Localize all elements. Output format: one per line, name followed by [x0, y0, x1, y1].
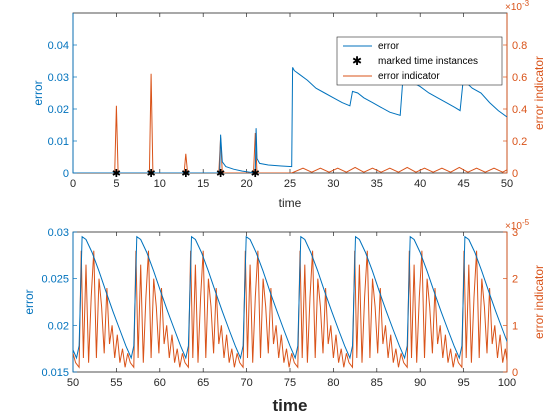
chart0-x-tick-label: 15: [197, 178, 209, 190]
chart1-x-tick-label: 65: [197, 377, 209, 389]
chart0-x-tick-label: 5: [113, 178, 119, 190]
chart0-right-tick-label: 0.2: [512, 136, 527, 148]
chart0-left-tick-label: 0: [63, 168, 69, 180]
chart0-right-tick-label: 0.4: [512, 104, 527, 116]
chart1-x-tick-label: 95: [457, 377, 469, 389]
chart1-error-indicator-series: [73, 250, 507, 369]
chart1-error-series: [73, 235, 507, 360]
top-x-label: time: [279, 196, 302, 210]
chart1-right-tick-label: 2: [512, 274, 518, 286]
chart0-left-tick-label: 0.01: [48, 136, 69, 148]
chart0-x-tick-label: 10: [154, 178, 166, 190]
legend-indicator-label: error indicator: [378, 71, 440, 82]
chart0-x-tick-label: 35: [371, 178, 383, 190]
legend-box: [336, 36, 503, 86]
chart0-marked-time-instance: ✱: [147, 168, 156, 180]
chart1-x-tick-label: 90: [414, 377, 426, 389]
chart1-left-tick-label: 0.02: [48, 320, 69, 332]
chart0-x-tick-label: 30: [327, 178, 339, 190]
chart1-x-tick-label: 85: [371, 377, 383, 389]
chart0-marked-time-instance: ✱: [251, 168, 260, 180]
chart1-x-tick-label: 60: [154, 377, 166, 389]
chart1-right-tick-label: 1: [512, 320, 518, 332]
chart0-marked-time-instance: ✱: [112, 168, 121, 180]
legend-marker-label: marked time instances: [378, 56, 478, 67]
top-exponent-label: ×10-3: [505, 0, 530, 13]
chart1-left-tick-label: 0.03: [48, 227, 69, 239]
chart1-x-tick-label: 70: [240, 377, 252, 389]
top-plot: 0 5 10 15 20 25 30 35 40 45 5000.010.020.030.0400.…: [31, 0, 546, 210]
chart1-right-tick-label: 3: [512, 227, 518, 239]
chart1-x-tick-label: 75: [284, 377, 296, 389]
chart0-x-tick-label: 25: [284, 178, 296, 190]
legend-marker-swatch: ✱: [352, 54, 362, 68]
bottom-plot: 50 55 60 65 70 75 80 85 90 95 100 0.015 0.02 0.025 0.0…: [22, 218, 546, 415]
chart1-right-tick-label: 0: [512, 367, 518, 379]
chart0-x-tick-label: 0: [70, 178, 76, 190]
top-y-label-right: error indicator: [532, 56, 546, 130]
chart0-right-tick-label: 0.8: [512, 40, 527, 52]
chart0-left-tick-label: 0.02: [48, 104, 69, 116]
chart1-left-tick-label: 0.025: [41, 274, 69, 286]
chart0-x-tick-label: 50: [501, 178, 513, 190]
chart0-error-indicator-series: [73, 73, 507, 173]
bottom-exponent-label: ×10-5: [505, 218, 530, 232]
chart0-marked-time-instance: ✱: [181, 168, 190, 180]
chart0-right-tick-label: 0.6: [512, 72, 527, 84]
chart1-left-tick-label: 0.015: [41, 367, 69, 379]
chart1-x-tick-label: 55: [110, 377, 122, 389]
top-y-label-left: error: [31, 80, 45, 105]
chart1-x-tick-label: 50: [67, 377, 79, 389]
chart0-x-tick-label: 45: [457, 178, 469, 190]
chart0-error-series: [73, 67, 507, 173]
chart1-x-tick-label: 100: [498, 377, 516, 389]
chart1-x-tick-label: 80: [327, 377, 339, 389]
chart0-right-tick-label: 0: [512, 168, 518, 180]
bottom-y-label-left: error: [22, 289, 36, 314]
chart0-x-tick-label: 40: [414, 178, 426, 190]
legend-error-label: error: [378, 41, 400, 52]
chart0-left-tick-label: 0.03: [48, 72, 69, 84]
legend: error ✱ marked time instances error indi…: [336, 36, 503, 86]
chart0-x-tick-label: 20: [240, 178, 252, 190]
bottom-x-label: time: [273, 396, 308, 415]
bottom-y-label-right: error indicator: [532, 265, 546, 339]
chart0-left-tick-label: 0.04: [48, 40, 69, 52]
chart0-marked-time-instance: ✱: [216, 168, 225, 180]
